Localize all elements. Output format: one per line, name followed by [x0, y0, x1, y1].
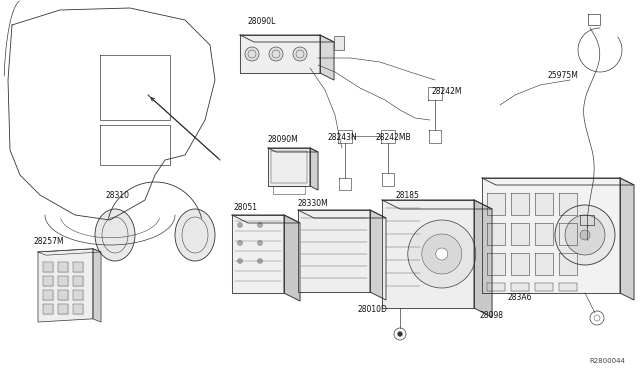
Text: 28310: 28310: [105, 190, 129, 199]
Polygon shape: [559, 253, 577, 275]
Polygon shape: [232, 215, 300, 223]
Polygon shape: [43, 262, 53, 272]
Circle shape: [237, 222, 243, 228]
Polygon shape: [482, 178, 620, 293]
Polygon shape: [240, 35, 334, 42]
Text: 28185: 28185: [395, 190, 419, 199]
Circle shape: [408, 220, 476, 288]
Polygon shape: [511, 193, 529, 215]
Circle shape: [580, 230, 590, 240]
Polygon shape: [382, 200, 492, 209]
Circle shape: [237, 259, 243, 263]
Polygon shape: [511, 223, 529, 245]
Text: 28243N: 28243N: [328, 134, 358, 142]
Polygon shape: [482, 178, 634, 185]
Circle shape: [257, 259, 262, 263]
Polygon shape: [559, 283, 577, 291]
Polygon shape: [43, 304, 53, 314]
Polygon shape: [73, 276, 83, 286]
Polygon shape: [43, 276, 53, 286]
Text: 28051: 28051: [233, 202, 257, 212]
Text: 283A6: 283A6: [508, 294, 532, 302]
Text: R2800044: R2800044: [589, 358, 625, 364]
Polygon shape: [487, 253, 505, 275]
Circle shape: [245, 47, 259, 61]
Circle shape: [257, 222, 262, 228]
Polygon shape: [535, 253, 553, 275]
Polygon shape: [43, 290, 53, 300]
Polygon shape: [474, 200, 492, 317]
Circle shape: [237, 241, 243, 246]
Circle shape: [555, 205, 615, 265]
Circle shape: [436, 248, 448, 260]
Polygon shape: [370, 210, 386, 300]
Circle shape: [269, 47, 283, 61]
Text: 25975M: 25975M: [548, 71, 579, 80]
Polygon shape: [73, 304, 83, 314]
Text: 28242MB: 28242MB: [375, 134, 411, 142]
Polygon shape: [284, 215, 300, 301]
Polygon shape: [58, 276, 68, 286]
Text: 28090M: 28090M: [268, 135, 299, 144]
Ellipse shape: [95, 209, 135, 261]
Polygon shape: [240, 35, 320, 73]
FancyBboxPatch shape: [334, 36, 344, 50]
Polygon shape: [487, 223, 505, 245]
Circle shape: [257, 241, 262, 246]
Polygon shape: [310, 148, 318, 190]
Polygon shape: [73, 262, 83, 272]
Polygon shape: [73, 290, 83, 300]
Polygon shape: [58, 290, 68, 300]
Polygon shape: [487, 193, 505, 215]
Polygon shape: [535, 223, 553, 245]
Text: 28090L: 28090L: [248, 17, 276, 26]
Polygon shape: [535, 193, 553, 215]
Polygon shape: [620, 178, 634, 300]
Text: 28010D: 28010D: [358, 305, 388, 314]
Polygon shape: [38, 249, 93, 322]
Polygon shape: [559, 223, 577, 245]
Polygon shape: [232, 215, 284, 293]
Polygon shape: [559, 193, 577, 215]
Text: 28257M: 28257M: [34, 237, 65, 247]
Circle shape: [565, 215, 605, 255]
Polygon shape: [535, 283, 553, 291]
Polygon shape: [93, 249, 101, 322]
Ellipse shape: [175, 209, 215, 261]
Text: 28242M: 28242M: [432, 87, 463, 96]
Polygon shape: [298, 210, 370, 292]
Circle shape: [293, 47, 307, 61]
Polygon shape: [58, 304, 68, 314]
Circle shape: [422, 234, 462, 274]
Polygon shape: [298, 210, 386, 218]
Polygon shape: [511, 283, 529, 291]
Polygon shape: [511, 253, 529, 275]
Polygon shape: [268, 148, 310, 186]
Text: 28330M: 28330M: [298, 199, 329, 208]
Polygon shape: [487, 283, 505, 291]
Polygon shape: [382, 200, 474, 308]
Polygon shape: [268, 148, 318, 152]
Polygon shape: [320, 35, 334, 80]
Circle shape: [397, 331, 403, 337]
Polygon shape: [38, 249, 101, 255]
Text: 28098: 28098: [480, 311, 504, 321]
Polygon shape: [58, 262, 68, 272]
